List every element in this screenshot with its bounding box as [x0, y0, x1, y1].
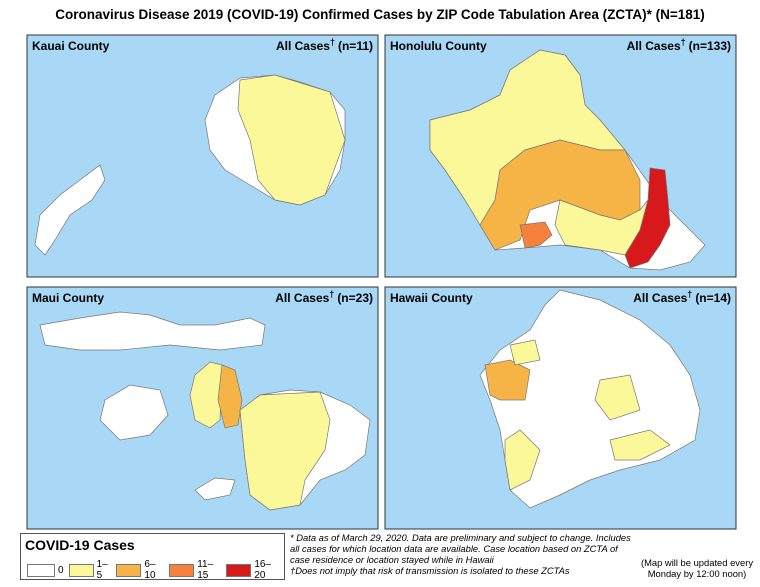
kauai — [34, 74, 346, 256]
zcta — [519, 221, 553, 249]
count-label: All Cases — [276, 39, 330, 53]
maui — [39, 311, 371, 511]
island — [34, 164, 106, 256]
zcta — [504, 429, 541, 491]
legend-swatch — [169, 563, 195, 577]
zcta — [239, 391, 331, 511]
legend-label: 1–5 — [96, 559, 108, 581]
legend-swatch — [68, 563, 94, 577]
legend-item: 1–5 — [68, 559, 112, 581]
panel-name: Maui County — [32, 291, 104, 305]
panel-name: Kauai County — [32, 39, 110, 53]
count-value: (n=133) — [689, 39, 731, 53]
legend-title: COVID-19 Cases — [25, 537, 135, 553]
legend-label: 6–10 — [144, 559, 156, 581]
zcta — [484, 359, 531, 401]
panel-name: Hawaii County — [390, 291, 473, 305]
panel-count: All Cases† (n=11) — [276, 37, 373, 53]
legend: COVID-19 Cases 0 1–5 6–10 11–15 16–20 — [20, 533, 285, 581]
panel-count: All Cases† (n=133) — [627, 37, 731, 53]
legend-label: 11–15 — [197, 559, 214, 581]
panel-count: All Cases† (n=14) — [633, 289, 731, 305]
legend-swatch — [27, 563, 55, 577]
zcta — [594, 374, 641, 421]
footnotes: * Data as of March 29, 2020. Data are pr… — [290, 532, 635, 576]
panel-name: Honolulu County — [390, 39, 487, 53]
map-title: Coronavirus Disease 2019 (COVID-19) Conf… — [55, 7, 705, 22]
legend-item: 6–10 — [116, 559, 164, 581]
count-mark: † — [329, 289, 334, 299]
legend-label: 16–20 — [254, 559, 271, 581]
count-mark: † — [681, 37, 686, 47]
legend-swatch — [116, 563, 142, 577]
zcta — [609, 429, 671, 461]
count-value: (n=23) — [337, 291, 373, 305]
count-value: (n=11) — [338, 39, 373, 53]
island — [99, 384, 169, 441]
panel-count: All Cases† (n=23) — [275, 289, 373, 305]
island — [39, 311, 266, 351]
zcta — [624, 167, 671, 269]
oahu — [429, 49, 706, 271]
island — [194, 477, 236, 501]
zcta — [509, 339, 541, 366]
footnote: * Data as of March 29, 2020. Data are pr… — [290, 532, 631, 565]
zcta — [237, 74, 346, 206]
count-mark: † — [330, 37, 335, 47]
footnote: †Does not imply that risk of transmissio… — [290, 565, 570, 576]
count-label: All Cases — [627, 39, 681, 53]
hawaii — [479, 289, 701, 509]
legend-items: 0 1–5 6–10 11–15 16–20 — [27, 559, 284, 581]
zcta — [189, 361, 223, 429]
count-label: All Cases — [633, 291, 687, 305]
count-mark: † — [687, 289, 692, 299]
update-note: (Map will be updated every Monday by 12:… — [640, 557, 754, 579]
legend-item: 16–20 — [226, 559, 279, 581]
legend-item: 11–15 — [169, 559, 221, 581]
count-label: All Cases — [275, 291, 329, 305]
legend-swatch — [226, 563, 252, 577]
legend-label: 0 — [58, 564, 64, 576]
legend-item: 0 — [27, 559, 64, 581]
count-value: (n=14) — [695, 291, 731, 305]
zcta — [217, 364, 243, 429]
